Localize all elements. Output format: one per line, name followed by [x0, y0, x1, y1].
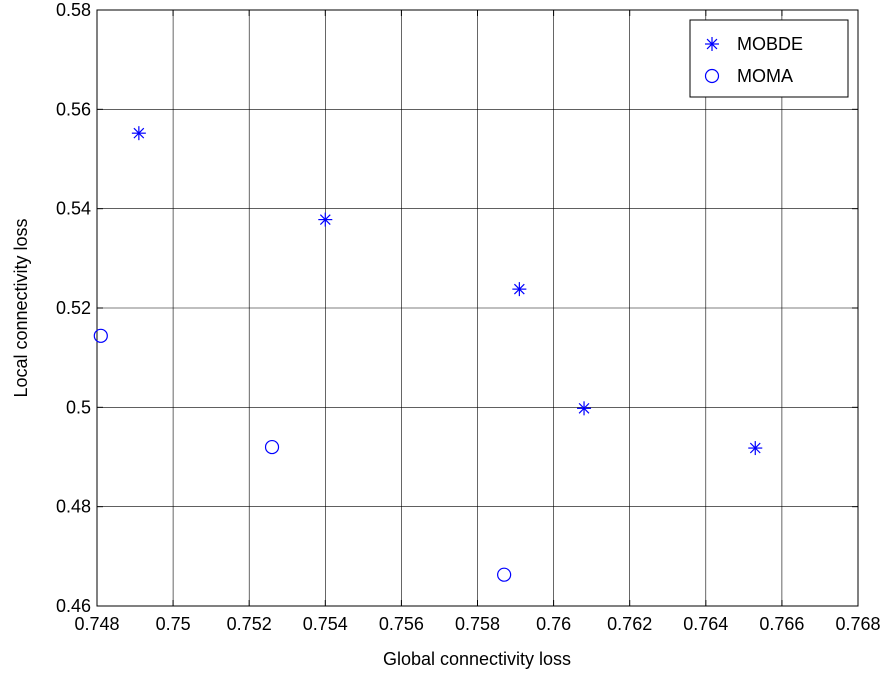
x-tick-label: 0.766 [759, 614, 804, 634]
plot-frame [96, 9, 859, 607]
y-axis-label: Local connectivity loss [11, 218, 31, 397]
x-tick-label: 0.752 [227, 614, 272, 634]
y-tick-label: 0.58 [56, 0, 91, 20]
legend-box [689, 19, 849, 98]
x-tick-label: 0.768 [835, 614, 880, 634]
y-tick-label: 0.46 [56, 596, 91, 616]
x-axis-label: Global connectivity loss [383, 649, 571, 669]
y-tick-label: 0.5 [66, 397, 91, 417]
data-point [264, 439, 280, 455]
legend-label: MOBDE [737, 34, 803, 54]
data-point [497, 567, 512, 582]
x-tick-label: 0.75 [156, 614, 191, 634]
x-tick-label: 0.764 [683, 614, 728, 634]
data-point [577, 401, 592, 416]
data-point [131, 126, 146, 141]
y-tick-label: 0.48 [56, 497, 91, 517]
data-points [93, 126, 763, 582]
data-point [512, 282, 527, 297]
x-tick-label: 0.758 [455, 614, 500, 634]
legend-marker-mobde [705, 37, 719, 51]
data-point [748, 441, 763, 456]
x-tick-labels: 0.748 0.75 0.752 0.754 0.756 0.758 0.76 0.762 0.… [74, 614, 880, 634]
legend-marker-moma [704, 68, 720, 84]
legend-entries: MOBDE MOMA [704, 34, 803, 86]
y-tick-label: 0.52 [56, 298, 91, 318]
data-point [93, 328, 108, 343]
x-tick-label: 0.762 [607, 614, 652, 634]
y-tick-labels: 0.46 0.48 0.5 0.52 0.54 0.56 0.58 [56, 0, 91, 616]
data-point [318, 212, 333, 227]
y-tick-label: 0.54 [56, 199, 91, 219]
x-tick-label: 0.76 [536, 614, 571, 634]
legend-label: MOMA [737, 66, 793, 86]
x-tick-label: 0.754 [303, 614, 348, 634]
series-moma [93, 328, 512, 582]
x-tick-label: 0.748 [74, 614, 119, 634]
x-tick-label: 0.756 [379, 614, 424, 634]
y-tick-label: 0.56 [56, 99, 91, 119]
series-mobde [131, 126, 763, 456]
legend: MOBDE MOMA [689, 19, 849, 98]
